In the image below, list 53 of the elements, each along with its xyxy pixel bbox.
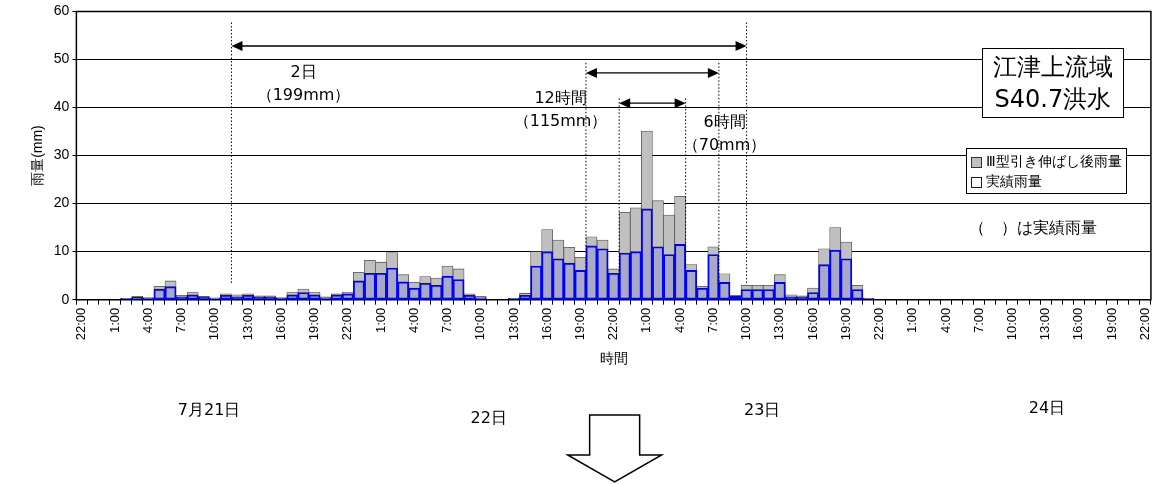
annotation: 2日（199mm） [255,61,352,107]
x-tick-label: 19:00 [571,307,587,341]
x-tick-label: 22:00 [1136,307,1152,341]
y-tick-label: 60 [53,2,70,19]
x-tick-label: 16:00 [272,307,288,341]
x-tick-label: 4:00 [139,307,155,333]
x-tick-label: 13:00 [505,307,521,341]
x-tick-label: 22:00 [871,307,887,341]
x-tick-label: 16:00 [804,307,820,341]
y-tick-label: 0 [61,290,70,307]
x-axis-title: 時間 [599,350,628,367]
x-tick-label: 4:00 [937,307,953,333]
x-tick-label: 16:00 [1070,307,1086,341]
y-tick-label: 20 [53,194,70,211]
text: 7月21日 [177,399,241,420]
x-tick-label: 7:00 [439,307,455,333]
annotation: 12時間（115mm） [512,87,609,133]
x-tick-label: 10:00 [738,307,754,341]
y-tick-label: 50 [53,50,70,67]
x-tick-label: 1:00 [372,307,388,333]
legend-label: Ⅲ型引き伸ばし後雨量 [985,153,1122,170]
y-tick-label: 40 [53,98,70,115]
x-tick-label: 7:00 [970,307,986,333]
legend-label: 実績雨量 [985,173,1042,190]
x-tick-label: 10:00 [206,307,222,341]
x-tick-label: 7:00 [173,307,189,333]
x-tick-label: 1:00 [904,307,920,333]
x-tick-label: 19:00 [306,307,322,341]
x-tick-label: 10:00 [1004,307,1020,341]
y-tick-label: 30 [53,146,70,163]
x-tick-label: 19:00 [1103,307,1119,341]
x-tick-label: 13:00 [239,307,255,341]
x-tick-label: 22:00 [605,307,621,341]
x-tick-label: 1:00 [106,307,122,333]
x-tick-label: 7:00 [704,307,720,333]
x-tick-label: 4:00 [405,307,421,333]
y-axis-title: 雨量(mm) [29,125,46,186]
x-tick-label: 10:00 [472,307,488,341]
annotation: （ ）は実績雨量 [968,217,1097,238]
x-tick-label: 16:00 [538,307,554,341]
x-tick-label: 1:00 [638,307,654,333]
x-tick-label: 13:00 [771,307,787,341]
text: 22日 [470,407,507,428]
x-tick-label: 13:00 [1037,307,1053,341]
x-tick-label: 19:00 [837,307,853,341]
text: 23日 [744,399,781,420]
x-tick-label: 22:00 [339,307,355,341]
y-tick-label: 10 [53,242,70,259]
text: 江津上流域 S40.7洪水 [981,48,1124,119]
annotation: 6時間（70mm） [681,111,768,157]
text: 24日 [1028,397,1066,418]
x-tick-label: 4:00 [671,307,687,333]
x-tick-label: 22:00 [73,307,89,341]
